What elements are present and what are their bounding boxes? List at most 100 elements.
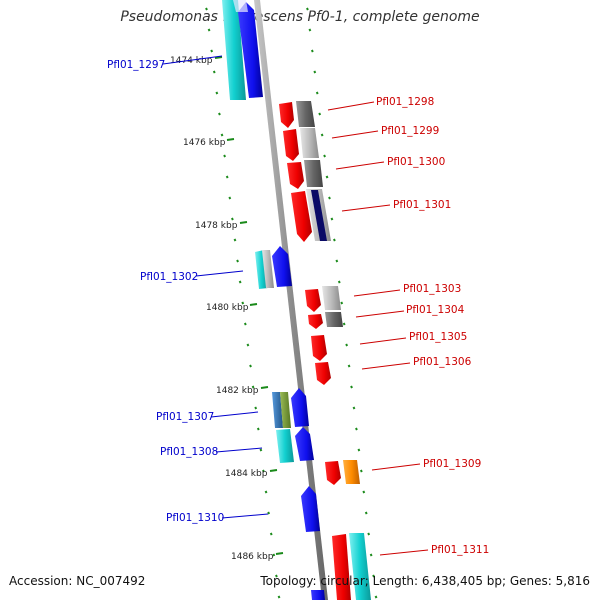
gene-1299-red[interactable] — [283, 129, 299, 161]
gene-label-left[interactable]: Pfl01_1297 — [107, 59, 165, 71]
tick-label: 1486 kbp — [231, 552, 274, 562]
guide-dot — [323, 154, 326, 158]
tick-label: 1484 kbp — [225, 469, 268, 479]
guide-dot — [367, 532, 371, 536]
gene-1298-grey[interactable] — [296, 101, 315, 127]
guide-dot — [374, 595, 378, 599]
tick-mark — [239, 221, 248, 224]
guide-dot — [267, 511, 271, 515]
gene-1308-teal[interactable] — [276, 429, 294, 463]
gene-label-left[interactable]: Pfl01_1310 — [166, 512, 224, 524]
gene-1300-red[interactable] — [287, 162, 304, 189]
gene-label-left[interactable]: Pfl01_1307 — [156, 411, 214, 423]
gene-1309-orange[interactable] — [343, 460, 360, 484]
guide-dot — [352, 406, 356, 410]
gene-label-right[interactable]: Pfl01_1305 — [409, 331, 467, 343]
guide-dot — [243, 322, 247, 326]
tick-mark — [214, 56, 223, 59]
guide-dot — [364, 511, 368, 515]
guide-dot — [259, 448, 263, 452]
guide-dot — [207, 28, 211, 32]
guide-dot — [362, 490, 366, 494]
gene-label-right[interactable]: Pfl01_1301 — [393, 199, 451, 211]
gene-1300-grey[interactable] — [304, 160, 323, 187]
gene-label-right[interactable]: Pfl01_1298 — [376, 96, 434, 108]
gene-1299-grey[interactable] — [300, 128, 319, 158]
gene-1302-grey[interactable] — [262, 250, 274, 288]
guide-dot — [269, 532, 273, 536]
guide-dot — [357, 448, 361, 452]
gene-1307-blue[interactable] — [291, 388, 309, 427]
map-title: Pseudomonas fluorescens Pf0-1, complete … — [120, 9, 480, 25]
gene-1301-navy[interactable] — [311, 190, 327, 241]
guide-dot — [355, 427, 358, 431]
gene-label-right[interactable]: Pfl01_1306 — [413, 356, 472, 368]
gene-1298-red[interactable] — [279, 102, 294, 128]
guide-dot — [220, 133, 224, 137]
gene-1303-red[interactable] — [305, 289, 321, 312]
guide-dot — [275, 574, 278, 578]
gene-1303-grey[interactable] — [322, 286, 341, 310]
guide-dot — [372, 574, 375, 578]
gene-1297-blue[interactable] — [238, 2, 263, 98]
tick-label: 1480 kbp — [206, 303, 249, 313]
tick-label: 1482 kbp — [216, 386, 259, 396]
gene-features — [222, 0, 371, 600]
gene-label-right[interactable]: Pfl01_1300 — [387, 156, 445, 168]
guide-dot — [310, 49, 314, 53]
guide-dot — [230, 217, 234, 221]
gene-1308-blue[interactable] — [295, 427, 314, 461]
guide-dot — [277, 595, 281, 599]
guide-dot — [320, 133, 324, 137]
gene-label-right[interactable]: Pfl01_1311 — [431, 544, 489, 556]
gene-label-right[interactable]: Pfl01_1299 — [381, 125, 439, 137]
gene-1311-red[interactable] — [332, 534, 351, 600]
guide-dot — [328, 196, 331, 200]
gene-1307-steel[interactable] — [272, 392, 283, 428]
guide-dot — [236, 259, 239, 263]
guide-dot — [325, 175, 329, 179]
guide-dot — [342, 322, 346, 326]
gene-1307-olive[interactable] — [280, 392, 291, 428]
guide-dot — [225, 175, 229, 179]
tick-label: 1476 kbp — [183, 138, 226, 148]
guide-dot — [233, 238, 237, 242]
gene-1306-red[interactable] — [315, 362, 331, 385]
gene-1304-grey[interactable] — [325, 312, 343, 327]
gene-1311-teal[interactable] — [349, 533, 371, 600]
gene-1305-red[interactable] — [311, 335, 327, 361]
guide-dot — [241, 301, 245, 305]
guide-dot — [359, 469, 363, 473]
gene-label-right[interactable]: Pfl01_1304 — [406, 304, 465, 316]
guide-dot — [347, 364, 351, 368]
guide-dot — [254, 406, 258, 410]
tick-label: 1474 kbp — [170, 56, 213, 66]
guide-dot — [251, 385, 255, 389]
coordinate-dots — [205, 7, 378, 599]
guide-dot — [238, 280, 242, 284]
guide-dot — [262, 469, 265, 473]
guide-dot — [215, 91, 219, 95]
gene-1301-red[interactable] — [291, 191, 312, 242]
gene-1302-blue[interactable] — [272, 246, 292, 287]
gene-bottom-blue[interactable] — [311, 590, 325, 600]
guide-dot — [264, 490, 268, 494]
guide-dot — [249, 364, 252, 368]
tick-label: 1478 kbp — [195, 221, 238, 231]
gene-1309-red[interactable] — [325, 461, 341, 485]
tick-mark — [275, 552, 284, 555]
guide-dot — [246, 343, 250, 347]
label-leaders — [162, 55, 429, 556]
gene-1310-blue[interactable] — [301, 486, 320, 532]
guide-dot — [350, 385, 353, 389]
guide-dot — [313, 70, 317, 74]
guide-dot — [330, 217, 334, 221]
gene-1304-red[interactable] — [308, 314, 323, 329]
guide-dot — [205, 7, 208, 11]
gene-label-left[interactable]: Pfl01_1302 — [140, 271, 198, 283]
gene-label-right[interactable]: Pfl01_1309 — [423, 458, 481, 470]
coordinate-ticks: 1474 kbp 1476 kbp 1478 kbp 1480 kbp 1482… — [170, 56, 274, 562]
gene-label-right[interactable]: Pfl01_1303 — [403, 283, 461, 295]
gene-label-left[interactable]: Pfl01_1308 — [160, 446, 218, 458]
